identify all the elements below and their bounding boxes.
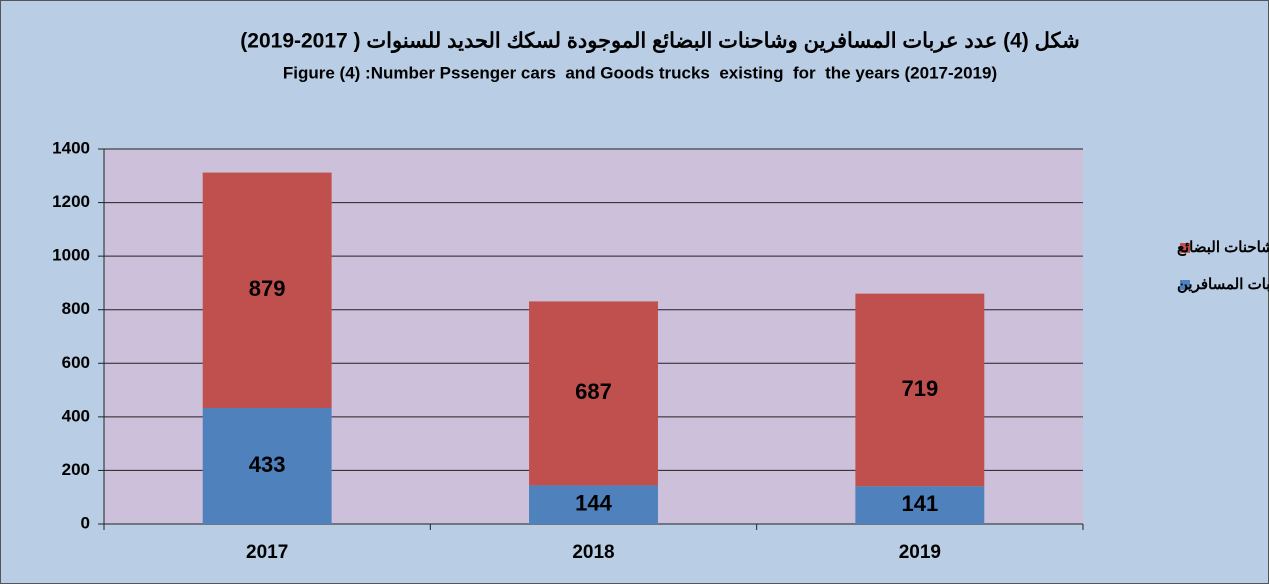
y-tick-label: 1000: [52, 246, 90, 265]
legend-label: عربات المسافرين: [1177, 276, 1269, 293]
y-tick-label: 400: [62, 406, 90, 425]
data-label: 879: [249, 276, 286, 301]
legend-swatch: [1180, 243, 1190, 253]
y-tick-label: 600: [62, 353, 90, 372]
bar-segment: [202, 172, 332, 409]
chart-subtitle: Figure (4) :Number Pssenger cars and Goo…: [283, 63, 997, 82]
bar-segment: [529, 301, 658, 486]
x-tick-label: 2019: [899, 542, 941, 563]
data-label: 141: [901, 491, 938, 516]
y-tick-label: 1200: [52, 192, 90, 211]
chart-title: شكل (4) عدد عربات المسافرين وشاحنات البض…: [240, 30, 1079, 54]
y-tick-label: 1400: [52, 138, 90, 157]
bar-segment: [202, 408, 332, 524]
bar-segment: [855, 293, 985, 487]
y-tick-label: 800: [62, 299, 90, 318]
data-label: 719: [901, 376, 938, 401]
y-tick-label: 0: [81, 513, 90, 532]
legend-label: شاحنات البضائع: [1177, 239, 1269, 256]
bar-segment: [855, 486, 985, 524]
legend-swatch: [1180, 280, 1190, 290]
data-label: 687: [575, 379, 612, 404]
data-label: 433: [249, 452, 286, 477]
data-label: 144: [575, 491, 612, 516]
x-tick-label: 2018: [572, 542, 614, 563]
bar-segment: [529, 485, 658, 524]
y-tick-label: 200: [62, 460, 90, 479]
x-tick-label: 2017: [246, 542, 288, 563]
